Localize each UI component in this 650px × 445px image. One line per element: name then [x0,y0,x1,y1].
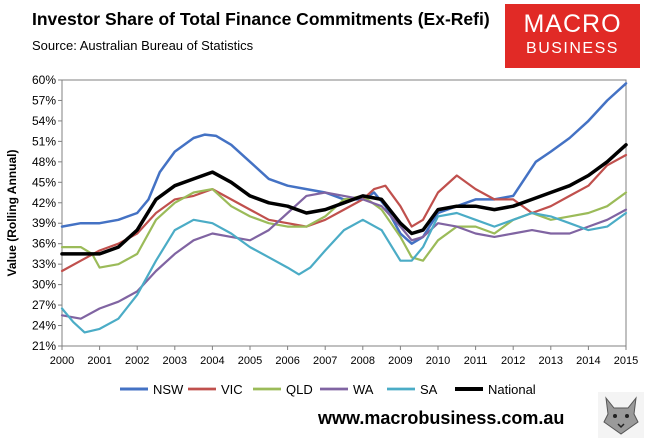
x-tick-label: 2007 [313,355,337,367]
x-tick-label: 2003 [163,355,187,367]
x-axis: 2000 2001 2002 2003 2004 2005 2006 2007 2008 2009… [50,346,638,367]
macrobusiness-logo: MACRO BUSINESS [505,4,640,68]
chart-title: Investor Share of Total Finance Commitme… [32,9,490,29]
x-tick-label: 2013 [539,355,563,367]
x-tick-label: 2008 [351,355,375,367]
x-tick-label: 2012 [501,355,525,367]
legend-label-wa: WA [353,382,374,397]
chart-source: Source: Australian Bureau of Statistics [32,38,254,53]
legend-label-nsw: NSW [153,382,184,397]
y-tick-label: 57% [32,93,56,107]
legend-label-qld: QLD [286,382,313,397]
legend-label-vic: VIC [221,382,243,397]
series-line-national [60,143,628,256]
y-tick-label: 39% [32,216,56,230]
series-line-sa [60,211,628,334]
y-tick-label: 36% [32,237,56,251]
legend-label-sa: SA [420,382,438,397]
y-tick-label: 21% [32,339,56,353]
y-tick-label: 48% [32,155,56,169]
x-tick-label: 2002 [125,355,149,367]
legend: NSW VIC QLD WA SA National [120,382,536,397]
x-tick-label: 2010 [426,355,450,367]
y-tick-label: 54% [32,114,56,128]
y-tick-label: 30% [32,278,56,292]
y-tick-label: 42% [32,196,56,210]
legend-label-national: National [488,382,536,397]
x-tick-label: 2006 [275,355,299,367]
x-tick-label: 2000 [50,355,74,367]
wolf-logo-icon [598,392,644,438]
x-tick-label: 2015 [614,355,638,367]
x-tick-label: 2001 [87,355,111,367]
series-lines [60,82,628,334]
y-axis-label: Value (Rolling Annual) [5,150,19,277]
logo-line-macro: MACRO [523,10,622,38]
y-tick-label: 51% [32,134,56,148]
y-axis: 21% 24% 27% 30% 33% 36% 39% 42% 45% 48% 51% 54% 57% 6… [32,73,62,353]
x-tick-label: 2009 [388,355,412,367]
x-tick-label: 2011 [464,355,488,367]
x-tick-label: 2014 [576,355,600,367]
y-tick-label: 33% [32,257,56,271]
x-tick-label: 2004 [200,355,224,367]
logo-line-business: BUSINESS [526,40,619,57]
y-tick-label: 24% [32,319,56,333]
x-tick-label: 2005 [238,355,262,367]
y-tick-label: 60% [32,73,56,87]
website-url: www.macrobusiness.com.au [318,408,565,428]
y-tick-label: 45% [32,175,56,189]
y-tick-label: 27% [32,298,56,312]
